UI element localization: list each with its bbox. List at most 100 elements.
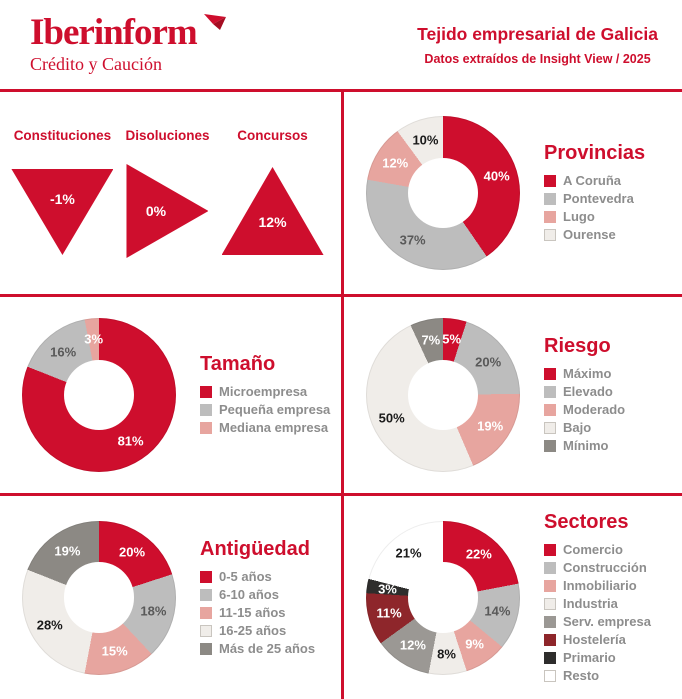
tamano-title: Tamaño — [200, 353, 276, 375]
donut-hole — [407, 157, 479, 229]
legend-label: Elevado — [563, 384, 613, 399]
panel-grid: Constituciones -1% Disoluciones 0% Concu… — [0, 92, 682, 699]
legend-item: Construcción — [544, 559, 651, 577]
legend-swatch — [200, 570, 212, 583]
indicators-panel: Constituciones -1% Disoluciones 0% Concu… — [0, 92, 341, 294]
legend-label: 6-10 años — [219, 586, 279, 602]
indicator-label: Concursos — [237, 128, 308, 143]
legend-swatch — [544, 386, 556, 398]
legend-item: A Coruña — [544, 172, 645, 190]
legend-label: Inmobiliario — [563, 577, 637, 593]
legend-swatch — [200, 642, 212, 655]
legend-label: Primario — [563, 649, 616, 665]
slice-label: 37% — [399, 232, 426, 248]
slice-label: 50% — [378, 410, 405, 426]
slice-label: 21% — [395, 545, 422, 561]
antiguedad-title: Antigüedad — [200, 537, 310, 560]
legend-item: Primario — [544, 649, 651, 667]
legend-swatch — [544, 669, 556, 682]
legend-swatch — [200, 588, 212, 601]
logo-subtext: Crédito y Caución — [30, 54, 162, 74]
page-title: Tejido empresarial de Galicia — [417, 23, 658, 44]
riesgo-info: Riesgo Máximo Elevado Moderado Bajo Mínimo — [544, 335, 625, 455]
legend-item: 0-5 años — [200, 568, 315, 586]
legend-item: Mediana empresa — [200, 419, 330, 437]
legend-item: Elevado — [544, 383, 625, 401]
legend-swatch — [200, 404, 212, 416]
slice-label: 12% — [399, 637, 426, 653]
legend-label: Máximo — [563, 366, 612, 381]
legend-swatch — [544, 543, 556, 556]
slice-label: 19% — [54, 543, 81, 559]
riesgo-legend: Máximo Elevado Moderado Bajo Mínimo — [544, 365, 625, 455]
legend-label: Pontevedra — [563, 191, 634, 206]
legend-label: Microempresa — [219, 384, 308, 399]
legend-swatch — [544, 404, 556, 416]
legend-label: Industria — [563, 595, 618, 611]
slice-label: 8% — [437, 646, 456, 662]
slice-label: 40% — [483, 168, 510, 184]
brand-logo: Iberinform Crédito y Caución — [30, 14, 228, 75]
indicator-disoluciones: Disoluciones 0% — [115, 128, 220, 294]
legend-item: Más de 25 años — [200, 640, 315, 658]
legend-label: A Coruña — [563, 173, 622, 188]
legend-label: Comercio — [563, 541, 623, 557]
indicator-value: 12% — [258, 213, 287, 230]
antiguedad-info: Antigüedad 0-5 años 6-10 años 11-15 años 16… — [200, 538, 315, 658]
legend-swatch — [544, 175, 556, 187]
indicator-concursos: Concursos 12% — [220, 128, 325, 294]
tamano-panel: 81% 16% 3% Tamaño Microempresa Pequeña empr… — [0, 294, 341, 493]
legend-swatch — [544, 193, 556, 205]
tamano-legend: Microempresa Pequeña empresa Mediana empre… — [200, 383, 330, 437]
legend-label: Moderado — [563, 402, 626, 417]
legend-label: 16-25 años — [219, 622, 287, 638]
legend-label: 11-15 años — [219, 604, 286, 620]
slice-label: 81% — [117, 433, 144, 449]
legend-item: 11-15 años — [200, 604, 315, 622]
slice-label: 10% — [412, 132, 439, 148]
slice-label: 22% — [465, 546, 492, 562]
legend-item: Mínimo — [544, 437, 625, 455]
riesgo-donut: 5% 20% 19% 50% 7% — [366, 318, 520, 472]
slice-label: 9% — [465, 636, 484, 652]
legend-label: Resto — [563, 667, 600, 683]
slice-label: 5% — [442, 331, 462, 347]
provincias-info: Provincias A Coruña Pontevedra Lugo Ourense — [544, 142, 645, 244]
slice-label: 14% — [484, 603, 511, 619]
provincias-legend: A Coruña Pontevedra Lugo Ourense — [544, 172, 645, 244]
slice-label: 3% — [378, 581, 397, 597]
legend-item: Industria — [544, 595, 651, 613]
legend-item: Serv. empresa — [544, 613, 651, 631]
legend-item: Microempresa — [200, 383, 330, 401]
legend-label: Ourense — [563, 227, 616, 242]
antiguedad-donut: 20% 18% 15% 28% 19% — [22, 520, 176, 675]
legend-label: Mediana empresa — [219, 420, 329, 435]
slice-label: 19% — [477, 418, 504, 434]
indicator-constituciones: Constituciones -1% — [10, 128, 115, 294]
indicator-value: 0% — [145, 203, 167, 219]
legend-label: Más de 25 años — [219, 640, 316, 656]
legend-swatch — [200, 386, 212, 398]
legend-label: Bajo — [563, 420, 592, 435]
slice-label: 7% — [421, 332, 441, 348]
tamano-info: Tamaño Microempresa Pequeña empresa Median… — [200, 353, 330, 437]
slice-label: 11% — [376, 605, 402, 621]
legend-label: 0-5 años — [219, 568, 272, 584]
donut-hole — [407, 359, 479, 431]
tamano-donut: 81% 16% 3% — [22, 318, 176, 472]
legend-item: Hostelería — [544, 631, 651, 649]
indicator-value: -1% — [49, 191, 75, 208]
indicator-label: Constituciones — [13, 128, 112, 143]
provincias-panel: 40% 37% 12% 10% Provincias A Coruña Ponteved… — [341, 92, 682, 294]
legend-label: Mínimo — [563, 438, 609, 453]
legend-item: Pontevedra — [544, 190, 645, 208]
flag-icon — [203, 14, 226, 30]
legend-item: Pequeña empresa — [200, 401, 330, 419]
sectores-legend: Comercio Construcción Inmobiliario Industri… — [544, 541, 651, 685]
slice-label: 15% — [101, 643, 128, 659]
antiguedad-panel: 20% 18% 15% 28% 19% Antigüedad 0-5 años 6-10 … — [0, 493, 341, 699]
legend-item: Lugo — [544, 208, 645, 226]
header-titles: Tejido empresarial de Galicia Datos extr… — [417, 24, 658, 66]
slice-label: 20% — [119, 544, 146, 560]
legend-swatch — [200, 606, 212, 619]
